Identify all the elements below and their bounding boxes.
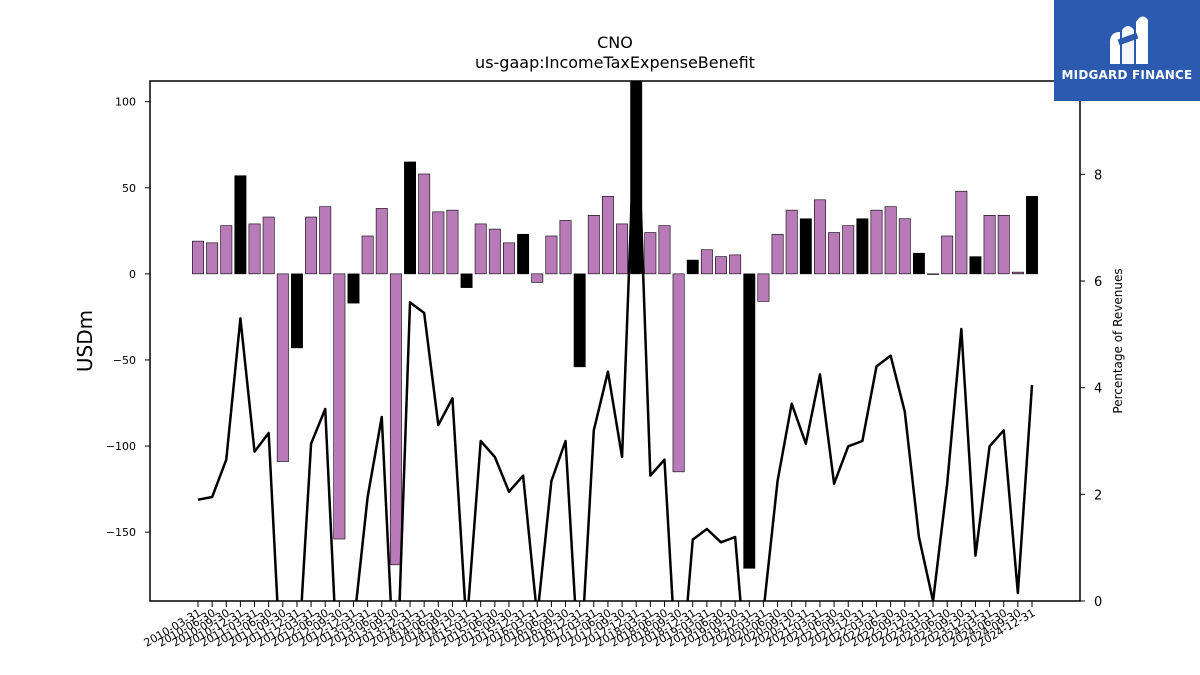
bar-series [192,81,1038,569]
bar-2022-09-30 [898,218,911,275]
y-tick-label: −100 [106,440,136,453]
y2-axis-label: Percentage of Revenues [1111,268,1125,413]
y2-tick-label: 6 [1094,275,1102,290]
bar-2023-06-30 [941,235,954,275]
bar-2013-09-30 [389,273,402,566]
y2-tick-label: 4 [1094,382,1102,397]
bar-2016-09-30 [559,220,572,275]
bar-2021-06-30 [828,232,841,275]
plot-frame [149,80,1081,602]
bar-2011-12-31 [290,273,303,349]
bar-2016-03-31 [531,273,544,283]
bar-2016-12-31 [573,273,586,368]
midgard-logo-icon [1110,16,1148,65]
bar-2017-03-31 [587,215,600,275]
bar-2015-12-31 [517,233,530,275]
bar-2012-12-31 [347,273,360,304]
bar-2019-09-30 [729,254,742,275]
chart-subtitle: us-gaap:IncomeTaxExpenseBenefit [475,53,755,72]
bar-2012-03-31 [305,216,318,275]
bar-2010-09-30 [220,225,233,275]
bar-2012-06-30 [319,206,332,275]
bar-2010-06-30 [206,242,219,275]
bar-2013-03-31 [361,235,374,275]
bar-2018-09-30 [672,273,685,473]
bar-2011-03-31 [248,223,261,275]
y-tick-label: 0 [129,268,136,281]
bar-2017-06-30 [601,196,614,275]
bar-2020-09-30 [785,209,798,275]
bar-2022-06-30 [884,206,897,275]
y-axis-label: USDm [73,310,97,372]
bar-2019-03-31 [700,249,713,275]
bar-2020-03-31 [757,273,770,302]
bar-2012-09-30 [333,273,346,540]
bar-2020-12-31 [799,218,812,275]
bar-2010-03-31 [192,240,204,275]
line-series [197,81,1034,601]
logo: MIDGARD FINANCE [1054,0,1200,101]
bar-2014-03-31 [418,173,431,275]
bar-2017-12-31 [630,81,643,275]
chart-title: CNO [597,33,633,52]
bar-2018-06-30 [658,225,671,275]
bar-2024-03-31 [983,215,996,275]
bar-2010-12-31 [234,175,247,275]
y-tick-label: 100 [115,96,136,109]
bar-2019-12-31 [743,273,756,569]
logo-text: MIDGARD FINANCE [1061,68,1193,82]
bar-2011-06-30 [262,216,275,275]
bar-2019-06-30 [715,256,727,275]
revenue-pct-line [197,81,1034,601]
bar-2024-06-30 [997,215,1010,275]
bar-2021-09-30 [842,225,855,275]
bar-2024-09-30 [1011,271,1024,275]
bar-2022-03-31 [870,209,883,275]
bar-2011-09-30 [276,273,289,462]
axes: 100500−50−100−150864202010-03-312010-06-… [106,96,1103,650]
bar-2021-12-31 [856,218,869,275]
bar-2022-12-31 [912,252,925,275]
y-tick-label: 50 [122,182,136,195]
bar-2023-09-30 [955,190,968,275]
bar-2023-12-31 [969,256,982,275]
bar-2023-03-31 [927,273,940,275]
bar-2015-06-30 [488,228,501,275]
y-tick-label: −50 [113,354,136,367]
y2-tick-label: 8 [1094,168,1102,183]
y-tick-label: −150 [106,526,136,539]
y2-tick-label: 2 [1094,488,1102,503]
bar-2015-09-30 [503,242,515,275]
bar-2014-12-31 [460,273,473,288]
bar-2014-06-30 [432,211,445,275]
bar-2014-09-30 [446,209,459,275]
bar-2020-06-30 [771,233,784,275]
bar-2013-12-31 [404,161,416,275]
bar-2017-09-30 [616,223,629,275]
bar-2015-03-31 [474,223,487,275]
bar-2016-06-30 [545,235,558,275]
bar-2021-03-31 [814,199,826,275]
y2-tick-label: 0 [1094,595,1102,610]
bar-2018-12-31 [686,259,699,275]
bar-2018-03-31 [644,232,657,275]
bar-2024-12-31 [1026,196,1038,275]
bar-2013-06-30 [375,208,388,275]
